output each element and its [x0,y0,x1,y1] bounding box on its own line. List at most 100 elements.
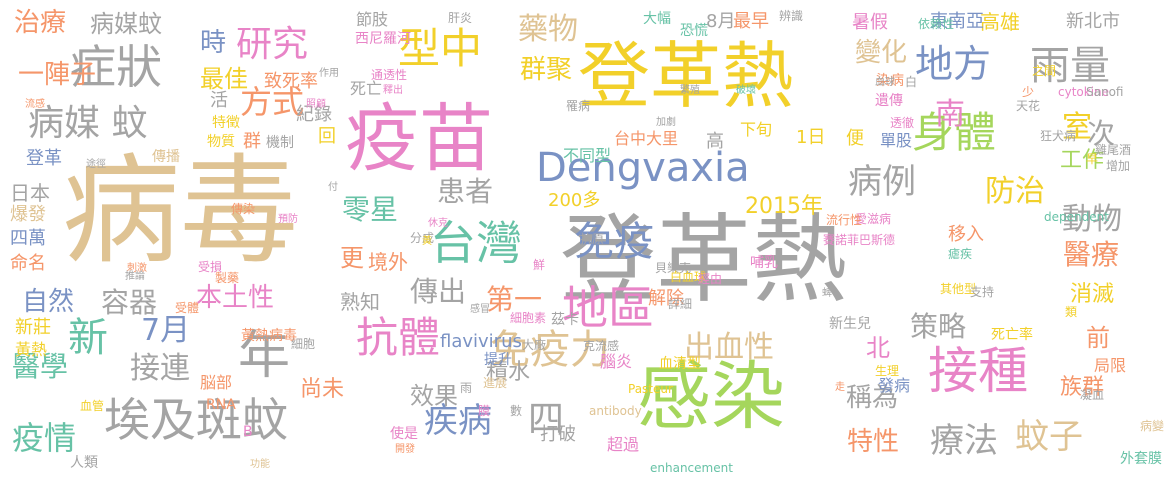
cloud-word: 病毒 [62,142,299,280]
cloud-word: 白血球 [670,270,707,284]
cloud-word: Dengvaxia [536,145,750,191]
cloud-word: 走 [835,382,845,393]
cloud-word: 機制 [266,135,294,151]
cloud-word: 最早 [733,11,769,32]
cloud-word: 蜱 [822,288,832,299]
cloud-word: 狂犬病 [1040,129,1077,143]
cloud-word: 雞尾酒 [1095,143,1132,157]
cloud-word: 透徹 [890,116,915,130]
cloud-word: 自然 [22,287,75,317]
cloud-word: 辨識 [779,9,804,23]
cloud-word: 局限 [1094,356,1127,375]
cloud-word: 命名 [10,253,46,274]
cloud-word: 外套膜 [1120,451,1162,467]
cloud-word: 四萬 [10,228,46,249]
cloud-word: 細胞 [291,337,316,351]
cloud-word: 紀錄 [296,104,332,125]
cloud-word: 開發 [395,444,415,455]
cloud-word: 更 [340,244,364,272]
cloud-word: 致死率 [264,71,318,92]
cloud-word: 超過 [607,435,640,454]
cloud-word: 病例 [848,162,916,202]
cloud-word: 途徑 [86,159,106,170]
cloud-word: 消滅 [1070,282,1115,307]
cloud-word: 爆發 [10,204,46,225]
cloud-word: 早 [1086,152,1099,166]
cloud-word: 雨量 [1030,43,1110,89]
cloud-word: 功能 [250,459,270,470]
cloud-word: 次 [1087,117,1116,150]
cloud-word: 方式 [240,83,305,121]
cloud-word: 大幅 [643,11,671,27]
cloud-word: 前 [1086,324,1110,352]
cloud-word: 發病 [878,376,911,395]
cloud-word: 下旬 [740,120,773,139]
cloud-word: 流感 [25,99,45,110]
cloud-word: 類 [1065,305,1078,319]
cloud-word: 本土性 [196,283,275,313]
cloud-word: 黃熱病毒 [241,328,297,344]
cloud-word: 200多 [548,190,601,211]
cloud-word: 流行性 [826,213,863,227]
cloud-word: 抗原 [580,232,605,246]
cloud-word: 新 [68,315,108,361]
cloud-word: 解除 [648,288,684,309]
cloud-word: B [243,424,253,440]
cloud-word: 回 [318,126,336,147]
cloud-word: 日本 [10,181,50,205]
cloud-word: 新生兒 [829,316,871,332]
cloud-word: 患者 [437,175,494,208]
cloud-word: 疾病 [424,401,492,441]
cloud-word: 茲卡 [551,312,579,328]
cloud-word: 染病 [876,73,904,89]
cloud-word: enhancement [650,461,733,475]
cloud-word: antibody [589,404,642,418]
cloud-word: 感冒 [470,304,490,315]
cloud-word: 病變 [1140,419,1165,433]
cloud-word: 少 [1022,85,1035,99]
cloud-word: 黃 [422,236,432,247]
cloud-word: cytokine [1058,85,1110,99]
cloud-word: 付 [328,182,338,193]
cloud-word: 8月 [706,11,736,32]
cloud-word: 熟知 [340,290,380,314]
cloud-word: Sanofi [1086,85,1124,99]
cloud-word: 細胞素 [510,311,547,325]
cloud-word: 境外 [368,250,408,274]
cloud-word: 遺傳 [875,93,903,109]
cloud-word: 受體 [175,301,200,315]
cloud-word: 破壞 [736,85,756,96]
cloud-word: 休克 [428,218,448,229]
cloud-word: 瘧疾 [948,247,973,261]
cloud-word: 活 [210,90,228,111]
cloud-word: 天花 [1016,99,1041,113]
cloud-word: 台中大里 [614,129,679,148]
cloud-word: 繁殖 [680,85,700,96]
cloud-word: 醫學 [12,350,69,383]
cloud-word: 依賴性 [918,17,955,31]
cloud-word: 血管 [80,399,105,413]
cloud-word: 第一 [486,283,543,316]
cloud-word: 移入 [948,224,984,245]
cloud-word: 不同型 [563,146,612,165]
cloud-word: 罹病 [566,99,591,113]
cloud-word: 療法 [930,421,998,461]
cloud-word: 藥物 [518,12,578,47]
cloud-word: 恐慌 [680,23,708,39]
cloud-word: 便 [846,128,864,149]
cloud-word: 研究 [236,24,309,65]
cloud-word: 新北市 [1066,11,1120,32]
cloud-word: 容器 [101,286,158,319]
cloud-word: 身體 [912,108,997,157]
cloud-word: 工作 [1060,148,1105,173]
cloud-word: 物質 [207,134,235,150]
cloud-word: 傳染 [231,202,256,216]
cloud-word: 醫療 [1063,238,1120,271]
cloud-word: 尚未 [300,377,345,402]
cloud-word: 人類 [70,455,98,471]
cloud-word: 黃熱 [15,340,48,359]
cloud-word: 感染 [637,354,785,440]
cloud-word: 北 [866,334,890,362]
cloud-word: 詳細 [668,297,693,311]
